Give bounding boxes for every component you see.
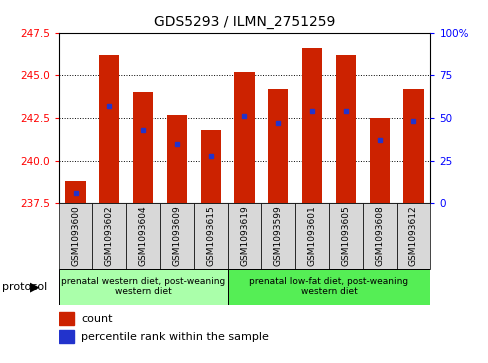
Bar: [59, 312, 73, 325]
Bar: [99, 55, 119, 203]
Text: GSM1093619: GSM1093619: [240, 205, 248, 266]
Bar: [328, 203, 362, 269]
Bar: [65, 181, 85, 203]
Text: GSM1093600: GSM1093600: [71, 205, 80, 266]
Bar: [295, 203, 328, 269]
Bar: [335, 55, 355, 203]
Bar: [261, 203, 295, 269]
Bar: [362, 203, 396, 269]
Bar: [59, 203, 92, 269]
Text: GSM1093608: GSM1093608: [374, 205, 384, 266]
Bar: [200, 130, 221, 203]
Text: GSM1093601: GSM1093601: [307, 205, 316, 266]
Text: GSM1093615: GSM1093615: [206, 205, 215, 266]
Text: GSM1093602: GSM1093602: [104, 205, 114, 266]
Bar: [193, 203, 227, 269]
Bar: [403, 89, 423, 203]
Text: GSM1093609: GSM1093609: [172, 205, 181, 266]
Text: GSM1093612: GSM1093612: [408, 205, 417, 266]
Text: prenatal low-fat diet, post-weaning
western diet: prenatal low-fat diet, post-weaning west…: [249, 277, 407, 297]
Bar: [166, 115, 187, 203]
Text: GSM1093599: GSM1093599: [273, 205, 282, 266]
Bar: [267, 89, 288, 203]
Bar: [133, 92, 153, 203]
Bar: [234, 72, 254, 203]
Bar: [126, 203, 160, 269]
Bar: [301, 48, 322, 203]
Bar: [59, 330, 73, 343]
Text: GSM1093604: GSM1093604: [139, 205, 147, 266]
Text: prenatal western diet, post-weaning
western diet: prenatal western diet, post-weaning west…: [61, 277, 225, 297]
Bar: [59, 269, 227, 305]
Bar: [396, 203, 429, 269]
Text: ▶: ▶: [30, 280, 40, 293]
Title: GDS5293 / ILMN_2751259: GDS5293 / ILMN_2751259: [154, 15, 334, 29]
Text: protocol: protocol: [2, 282, 48, 292]
Text: percentile rank within the sample: percentile rank within the sample: [81, 332, 268, 342]
Bar: [227, 203, 261, 269]
Text: count: count: [81, 314, 112, 324]
Bar: [160, 203, 193, 269]
Bar: [227, 269, 429, 305]
Bar: [369, 118, 389, 203]
Bar: [92, 203, 126, 269]
Text: GSM1093605: GSM1093605: [341, 205, 349, 266]
